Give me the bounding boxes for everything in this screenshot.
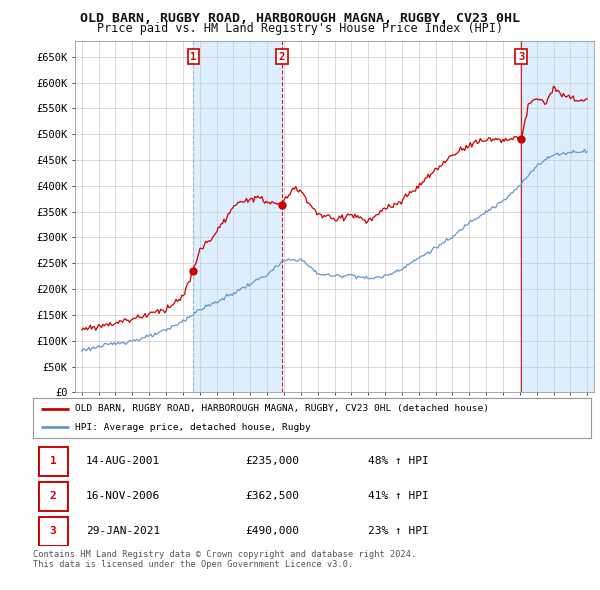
- Text: £235,000: £235,000: [245, 456, 299, 466]
- Text: HPI: Average price, detached house, Rugby: HPI: Average price, detached house, Rugb…: [75, 423, 311, 432]
- Text: OLD BARN, RUGBY ROAD, HARBOROUGH MAGNA, RUGBY, CV23 0HL (detached house): OLD BARN, RUGBY ROAD, HARBOROUGH MAGNA, …: [75, 404, 489, 414]
- Text: 1: 1: [50, 456, 56, 466]
- Text: 23% ↑ HPI: 23% ↑ HPI: [368, 526, 428, 536]
- FancyBboxPatch shape: [38, 517, 68, 546]
- Text: 14-AUG-2001: 14-AUG-2001: [86, 456, 160, 466]
- Text: Price paid vs. HM Land Registry's House Price Index (HPI): Price paid vs. HM Land Registry's House …: [97, 22, 503, 35]
- Bar: [193, 41, 282, 392]
- Text: 3: 3: [50, 526, 56, 536]
- Text: 41% ↑ HPI: 41% ↑ HPI: [368, 491, 428, 501]
- Bar: [521, 41, 596, 392]
- Text: 2: 2: [50, 491, 56, 501]
- Text: 16-NOV-2006: 16-NOV-2006: [86, 491, 160, 501]
- Text: 1: 1: [190, 52, 196, 62]
- FancyBboxPatch shape: [38, 447, 68, 476]
- Text: £362,500: £362,500: [245, 491, 299, 501]
- Text: 29-JAN-2021: 29-JAN-2021: [86, 526, 160, 536]
- Text: 3: 3: [518, 52, 524, 62]
- Text: 2: 2: [279, 52, 285, 62]
- FancyBboxPatch shape: [38, 481, 68, 511]
- Text: £490,000: £490,000: [245, 526, 299, 536]
- Text: Contains HM Land Registry data © Crown copyright and database right 2024.
This d: Contains HM Land Registry data © Crown c…: [33, 550, 416, 569]
- Text: OLD BARN, RUGBY ROAD, HARBOROUGH MAGNA, RUGBY, CV23 0HL: OLD BARN, RUGBY ROAD, HARBOROUGH MAGNA, …: [80, 12, 520, 25]
- Text: 48% ↑ HPI: 48% ↑ HPI: [368, 456, 428, 466]
